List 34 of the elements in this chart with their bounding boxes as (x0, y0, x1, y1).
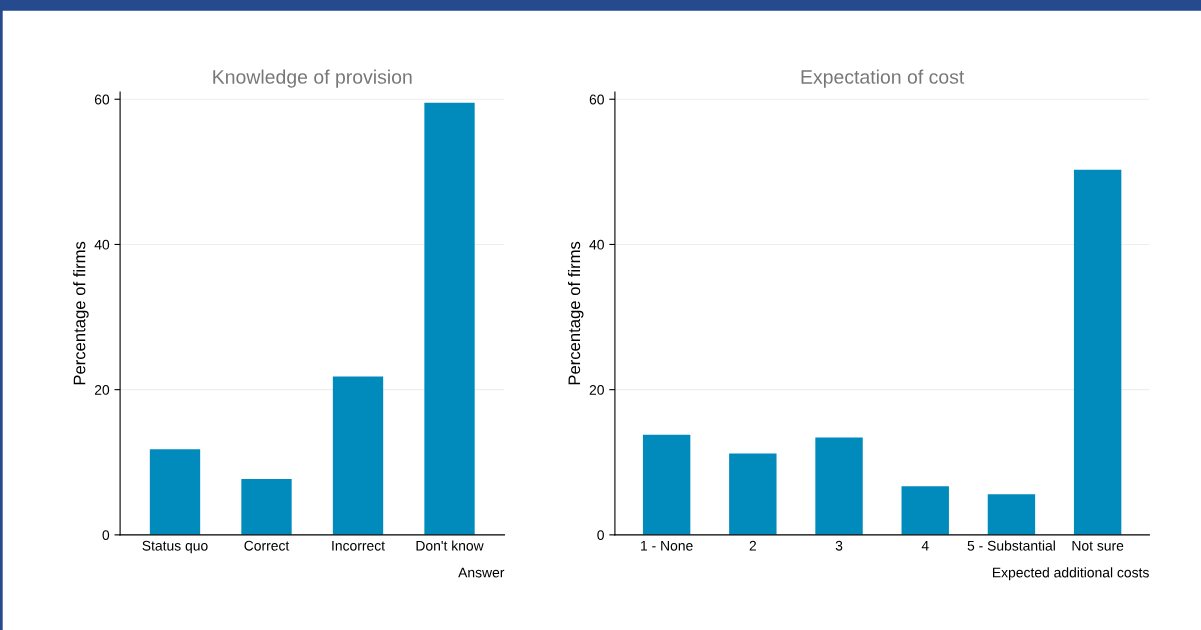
y-tick-label: 40 (94, 239, 110, 250)
bar (815, 437, 863, 535)
bar (729, 453, 777, 535)
chart-title: Expectation of cost (801, 69, 965, 88)
bar (424, 102, 475, 535)
x-axis-title: Expected additional costs (993, 567, 1149, 581)
bar (149, 449, 201, 535)
x-tick-label: Status quo (142, 540, 208, 554)
x-tick-label: Not sure (1072, 540, 1124, 551)
bar (1073, 169, 1122, 535)
y-tick-label: 60 (589, 94, 604, 105)
bar (987, 494, 1036, 535)
y-tick-label: 20 (589, 384, 604, 395)
bar (241, 478, 292, 535)
x-tick-label: 4 (921, 540, 929, 551)
x-tick-label: 2 (749, 540, 756, 551)
bar (332, 376, 384, 535)
bar (642, 434, 691, 535)
y-tick-label: 40 (589, 239, 604, 250)
x-tick-label: Don't know (416, 540, 484, 551)
y-tick-label: 20 (94, 384, 110, 395)
bar (901, 486, 949, 535)
x-tick-label: 1 - None (641, 540, 693, 551)
x-tick-label: 3 (835, 540, 843, 551)
y-tick-label: 0 (102, 530, 110, 541)
y-tick-label: 0 (597, 530, 604, 541)
x-axis-title: Answer (458, 567, 505, 578)
x-tick-label: Correct (244, 540, 290, 551)
y-axis-title: Percentage of firms (567, 241, 584, 385)
y-tick-label: 60 (94, 94, 110, 105)
y-axis-title: Percentage of firms (73, 241, 89, 385)
x-tick-label: Incorrect (332, 540, 385, 551)
x-tick-label: 5 - Substantial (967, 540, 1055, 551)
chart-title: Knowledge of provision (213, 69, 412, 88)
